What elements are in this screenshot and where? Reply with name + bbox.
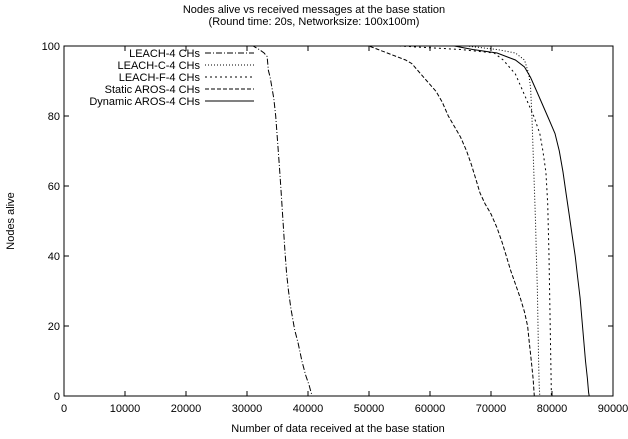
chart-subtitle: (Round time: 20s, Networksize: 100x100m): [209, 16, 420, 28]
legend-label: Static AROS-4 CHs: [105, 84, 201, 96]
series-lines: [64, 45, 590, 397]
x-axis-ticks: 0 10000 20000 30000 40000 50000 60000 70000 8000…: [61, 46, 628, 415]
x-tick-label: 0: [61, 403, 67, 415]
y-tick-label: 0: [54, 391, 60, 403]
x-tick-label: 90000: [598, 403, 628, 415]
x-tick-label: 60000: [415, 403, 446, 415]
y-axis-label: Nodes alive: [5, 192, 17, 249]
y-tick-label: 80: [48, 111, 60, 123]
y-axis-ticks: 0 20 40 60 80 100: [42, 41, 613, 403]
x-axis-label: Number of data received at the base stat…: [231, 423, 444, 435]
x-tick-label: 50000: [354, 403, 385, 415]
x-tick-label: 70000: [476, 403, 507, 415]
x-tick-label: 20000: [171, 403, 202, 415]
legend-label: LEACH-F-4 CHs: [119, 72, 201, 84]
series-line-1: [64, 45, 541, 397]
y-tick-label: 100: [42, 41, 60, 53]
y-tick-label: 20: [48, 321, 60, 333]
series-line-0: [64, 45, 313, 397]
y-tick-label: 60: [48, 181, 60, 193]
chart-title: Nodes alive vs received messages at the …: [183, 4, 445, 16]
x-tick-label: 30000: [232, 403, 263, 415]
y-tick-label: 40: [48, 251, 60, 263]
series-line-3: [64, 45, 535, 397]
legend-label: Dynamic AROS-4 CHs: [89, 96, 200, 108]
x-tick-label: 80000: [537, 403, 568, 415]
legend-label: LEACH-C-4 CHs: [117, 60, 200, 72]
legend-label: LEACH-4 CHs: [129, 48, 200, 60]
series-line-4: [64, 45, 590, 397]
x-tick-label: 40000: [293, 403, 324, 415]
x-tick-label: 10000: [110, 403, 141, 415]
